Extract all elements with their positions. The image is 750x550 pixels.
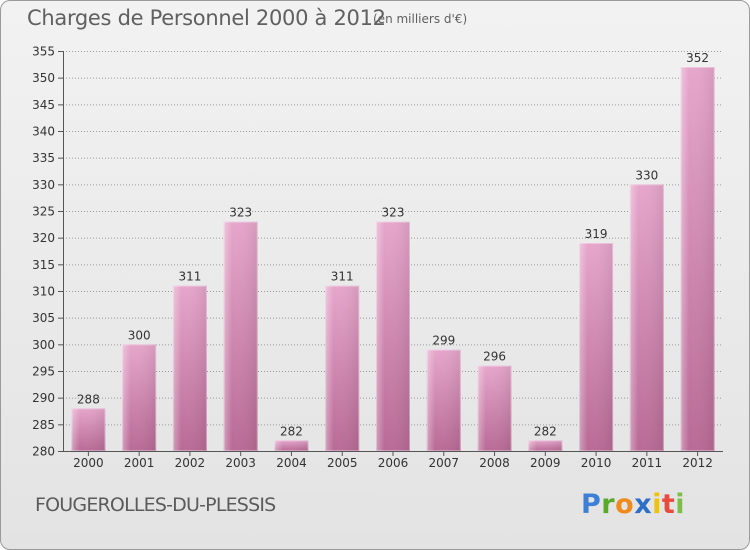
logo-letter: r	[601, 489, 616, 520]
value-label-2005: 311	[331, 270, 354, 284]
x-tick-label: 2001	[124, 456, 155, 470]
x-tick-label: 2007	[428, 456, 459, 470]
logo-letter: x	[634, 489, 653, 520]
y-tick-label: 335	[32, 151, 55, 165]
value-label-2006: 323	[382, 206, 405, 220]
bar-outline-2008	[477, 365, 512, 451]
bar-outline-2001	[122, 344, 157, 452]
chart-subtitle: (en milliers d'€)	[373, 12, 468, 26]
x-tick-label: 2006	[378, 456, 409, 470]
bar-shade-2007	[426, 349, 461, 451]
value-label-2009: 282	[534, 424, 557, 438]
logo-letter: i	[652, 489, 662, 520]
x-tick-label: 2002	[175, 456, 206, 470]
logo-letter: P	[581, 489, 602, 520]
y-tick-label: 280	[32, 445, 55, 459]
y-tick-label: 285	[32, 418, 55, 432]
bar-outline-2007	[426, 349, 461, 451]
x-tick-label: 2004	[276, 456, 307, 470]
bar-shade-2005	[325, 285, 360, 451]
value-label-2003: 323	[229, 206, 252, 220]
bar-outline-2012	[680, 67, 715, 451]
value-label-2012: 352	[686, 51, 709, 65]
value-label-2011: 330	[635, 168, 658, 182]
x-tick-label: 2008	[479, 456, 510, 470]
commune-name: FOUGEROLLES-DU-PLESSIS	[35, 494, 276, 516]
chart-title: Charges de Personnel 2000 à 2012	[27, 6, 386, 30]
bar-outline-2004	[274, 440, 309, 452]
y-tick-label: 325	[32, 205, 55, 219]
bar-shade-2004	[274, 440, 309, 451]
y-tick-label: 345	[32, 98, 55, 112]
y-tick-label: 330	[32, 178, 55, 192]
y-tick-label: 290	[32, 391, 55, 405]
value-label-2000: 288	[77, 392, 100, 406]
bar-outline-2003	[223, 221, 258, 451]
value-label-2001: 300	[128, 328, 151, 342]
value-label-2008: 296	[483, 350, 506, 364]
x-tick-label: 2005	[327, 456, 358, 470]
y-tick-label: 340	[32, 125, 55, 139]
proxiti-logo: Proxiti	[581, 489, 685, 520]
bar-shade-2003	[223, 221, 258, 451]
y-tick-label: 300	[32, 338, 55, 352]
logo-letter: i	[675, 489, 686, 520]
bar-shade-2010	[579, 243, 614, 451]
bar-outline-2000	[71, 408, 106, 452]
y-tick-label: 350	[32, 71, 55, 85]
bar-shade-2008	[477, 365, 512, 451]
x-tick-label: 2011	[632, 456, 663, 470]
y-tick-label: 320	[32, 231, 55, 245]
logo-letter: o	[615, 489, 635, 520]
bar-outline-2010	[579, 243, 614, 451]
x-tick-label: 2010	[581, 456, 612, 470]
bar-shade-2000	[71, 408, 106, 451]
bar-shade-2001	[122, 344, 157, 451]
y-tick-label: 305	[32, 311, 55, 325]
value-label-2004: 282	[280, 424, 303, 438]
bar-shade-2006	[376, 221, 410, 451]
logo-letter: t	[661, 489, 676, 520]
bar-outline-2002	[172, 285, 207, 451]
y-tick-label: 315	[32, 258, 55, 272]
value-label-2007: 299	[432, 334, 455, 348]
x-tick-label: 2012	[682, 456, 713, 470]
bar-shade-2009	[528, 440, 563, 451]
bar-outline-2006	[376, 221, 410, 451]
bar-outline-2011	[629, 184, 664, 451]
value-label-2010: 319	[585, 227, 608, 241]
bar-outline-2009	[528, 440, 563, 452]
bar-shade-2011	[629, 184, 664, 452]
x-tick-label: 2009	[530, 456, 561, 470]
x-tick-label: 2003	[225, 456, 256, 470]
y-tick-label: 355	[32, 45, 55, 59]
y-tick-label: 310	[32, 285, 55, 299]
bar-outline-2005	[325, 285, 360, 451]
x-tick-label: 2000	[73, 456, 104, 470]
bar-shade-2002	[172, 285, 207, 451]
value-label-2002: 311	[178, 270, 201, 284]
bar-shade-2012	[680, 67, 715, 451]
y-tick-label: 295	[32, 365, 55, 379]
